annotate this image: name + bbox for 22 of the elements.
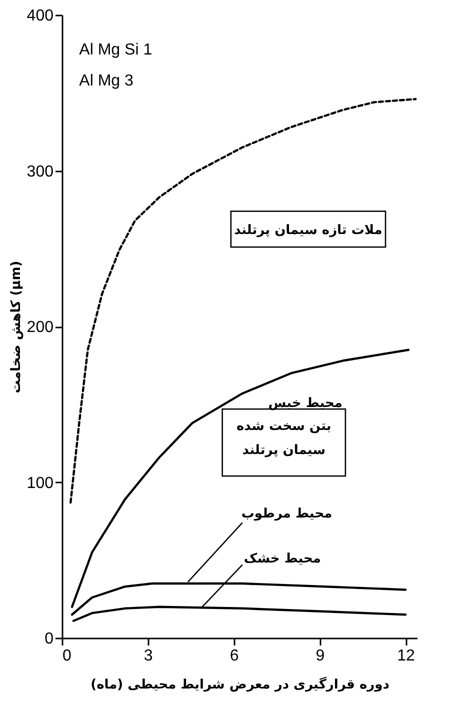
x-tick-label: 6 (230, 648, 239, 664)
y-axis-title: کاهش ضخامت (μm) (8, 260, 24, 394)
annotation: Al Mg Si 1 (79, 41, 152, 58)
x-tick-label: 9 (316, 648, 325, 664)
x-tick-label: 3 (144, 648, 153, 664)
y-tick-label: 100 (26, 474, 54, 492)
line-series (69, 98, 417, 504)
line-series (70, 348, 410, 608)
y-tick-label: 300 (26, 163, 54, 180)
text: محیط مرطوب (241, 506, 332, 522)
y-tick-label: 0 (44, 630, 54, 648)
text: محیط خشک (244, 552, 321, 567)
y-tick-label: 200 (26, 319, 54, 336)
annotation: Al Mg 3 (79, 72, 134, 90)
line-series (72, 606, 407, 622)
annotation: بتن سخت شده سیمان پرتلند (236, 419, 332, 458)
line-series (70, 582, 407, 616)
x-tick-label: 12 (397, 648, 416, 664)
x-tick-label: 0 (62, 648, 72, 664)
annotation: ملات تازه سیمان پرتلند (234, 222, 382, 238)
y-tick-label: 400 (26, 8, 54, 24)
x-axis-title: دوره قرارگیری در معرض شرایط محیطی (ماه) (90, 676, 390, 692)
